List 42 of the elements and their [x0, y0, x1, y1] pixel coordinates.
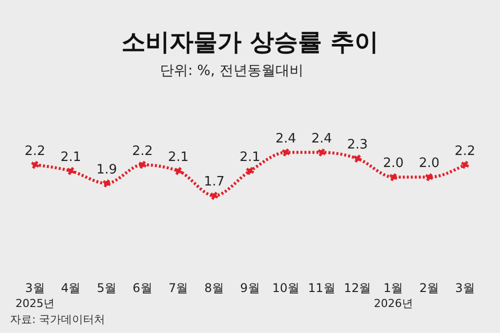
- x-tick-label: 4월: [61, 281, 81, 295]
- point: [425, 173, 434, 182]
- data-label: 2.0: [382, 156, 404, 172]
- data-label: 2.4: [275, 131, 296, 146]
- chart-title: 소비자물가 상승률 추이: [120, 27, 380, 58]
- point: [389, 173, 398, 182]
- point: [31, 160, 39, 169]
- point: [138, 160, 146, 169]
- point: [318, 148, 326, 156]
- text: 자료: 국가데이터처: [10, 312, 106, 327]
- point: [246, 166, 254, 175]
- point: [102, 179, 111, 188]
- x-tick-label: 5월: [96, 281, 116, 295]
- data-label: 2.4: [311, 131, 332, 146]
- point: [66, 166, 75, 175]
- x-tick-label: 1월 2026년: [374, 281, 413, 310]
- chart-subtitle: 단위: %, 전년동월대비: [160, 62, 304, 80]
- x-tick-label: 3월: [455, 281, 475, 295]
- data-label: 2.2: [24, 144, 46, 159]
- x-tick-label: 10월: [272, 281, 300, 295]
- x-tick-label: 9월: [240, 281, 260, 295]
- data-label: 2.1: [168, 150, 189, 165]
- point: [354, 154, 362, 163]
- point: [210, 192, 218, 200]
- data-label: 1.7: [204, 174, 225, 190]
- data-label: 2.1: [60, 150, 82, 165]
- x-tick-label: 2월: [419, 281, 439, 295]
- data-label: 2.2: [454, 144, 476, 159]
- data-label: 2.3: [347, 138, 368, 153]
- point: [174, 166, 182, 175]
- x-tick-label: 7월: [168, 281, 188, 295]
- x-tick-label: 6월: [132, 281, 152, 295]
- data-label: 2.0: [418, 156, 440, 172]
- data-label: 2.1: [240, 150, 260, 165]
- data-label: 2.2: [132, 144, 153, 159]
- point: [461, 160, 469, 169]
- point: [282, 148, 290, 156]
- x-tick-label: 8월: [204, 281, 224, 295]
- data-label: 1.9: [96, 162, 118, 178]
- x-tick-label: 3월 2025년: [16, 281, 54, 310]
- x-tick-label: 11월: [308, 281, 336, 295]
- x-tick-label: 12월: [344, 281, 372, 295]
